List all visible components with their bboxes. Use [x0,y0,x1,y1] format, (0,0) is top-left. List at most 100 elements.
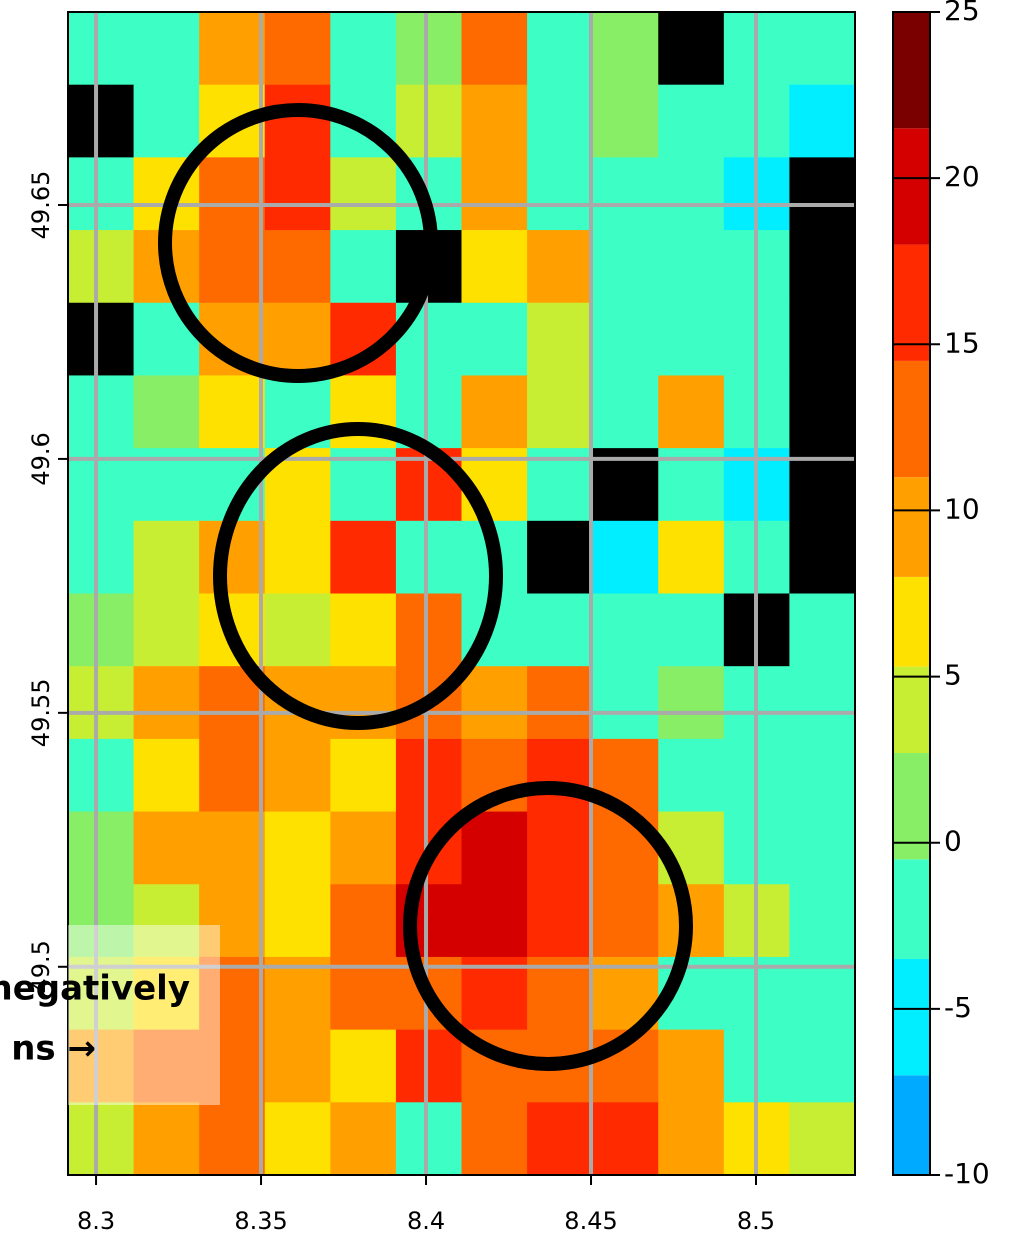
raster-cell [592,375,659,449]
raster-cell [527,84,594,158]
raster-cell [68,811,135,885]
raster-cell [264,1029,331,1103]
raster-cell [264,884,331,958]
raster-cell [133,884,200,958]
plot-frame [67,11,856,1176]
raster-cell [592,1102,659,1176]
raster-cell [133,1029,200,1103]
x-tick-label: 8.4 [407,1207,445,1235]
x-tick-label: 8.45 [564,1207,617,1235]
raster-cell [789,1029,856,1103]
raster-cell [789,1102,856,1176]
raster-cell [461,230,528,304]
colorbar-segment [893,576,930,667]
raster-cell [199,738,266,813]
raster-cell [527,884,594,958]
raster-cell [527,1102,594,1176]
raster-cell [264,230,331,304]
raster-cell [68,956,135,1031]
raster-cell [199,12,266,86]
raster-cell [133,738,200,813]
raster-cell [264,157,331,231]
raster-cell [68,84,135,158]
raster-cell [592,157,659,231]
raster-cell [395,1102,462,1176]
raster-cell [789,157,856,231]
raster-cell [199,230,266,304]
highlight-circle [403,781,693,1071]
raster-cell [527,811,594,885]
raster-cell [68,157,135,231]
raster-cell [264,520,331,594]
colorbar-tick-label: 25 [944,0,980,27]
raster-cell [330,593,397,667]
raster-cell [461,1102,528,1176]
raster-cell [395,1029,462,1103]
colorbar-segment [893,360,930,478]
raster-cell [789,811,856,885]
y-tick-label: 49.55 [27,678,55,747]
raster-cell [592,12,659,86]
raster-cell [395,84,462,158]
raster-cell [461,884,528,958]
raster-cell [68,738,135,813]
colorbar-segment [893,666,930,753]
raster-cell [330,157,397,231]
raster-cell [264,811,331,885]
colorbar-segment [893,477,930,577]
raster-cell [330,884,397,958]
y-tick-label: 49.6 [27,432,55,485]
raster-cell [199,157,266,231]
raster-cell [658,1029,725,1103]
annotation: ns → [11,1029,96,1069]
raster-cell [199,956,266,1031]
colorbar-segment [893,244,930,361]
raster-cell [133,520,200,594]
raster-cell [592,84,659,158]
colorbar-segment [893,12,930,129]
raster-cell [527,593,594,667]
raster-cell [789,230,856,304]
raster-cell [461,666,528,740]
raster-cell [133,593,200,667]
raster-cell [461,302,528,376]
raster-cell [789,738,856,813]
raster-cell [461,811,528,885]
raster-cell [264,738,331,813]
colorbar-tick-label: 10 [944,492,980,525]
raster-cell [789,375,856,449]
raster-cell [527,738,594,813]
raster-cell [68,666,135,740]
x-tick-label: 8.35 [234,1207,287,1235]
raster-cell [395,12,462,86]
raster-cell [199,1102,266,1176]
raster-cell [592,593,659,667]
x-tick-label: 8.3 [77,1207,115,1235]
raster-cell [658,12,725,86]
annotation-box [68,925,220,1105]
colorbar-tick-label: 0 [944,825,962,858]
raster-cell [264,593,331,667]
annotation: negatively [0,969,190,1009]
colorbar-tick-label: 5 [944,659,962,692]
raster-cell [789,84,856,158]
raster-cell [395,593,462,667]
raster-cell [68,230,135,304]
raster-cell [658,1102,725,1176]
raster-cell [658,84,725,158]
raster-cell [527,956,594,1031]
raster-cell [658,302,725,376]
raster-cell [395,738,462,813]
raster-cell [527,157,594,231]
raster-cell [527,12,594,86]
colorbar-segment [893,959,930,1076]
raster-cell [330,1102,397,1176]
raster-cell [133,666,200,740]
raster-cell [527,302,594,376]
raster-cell [68,1102,135,1176]
colorbar-segment [893,859,930,960]
highlight-circle [158,103,438,383]
raster-cell [330,1029,397,1103]
raster-cell [199,811,266,885]
